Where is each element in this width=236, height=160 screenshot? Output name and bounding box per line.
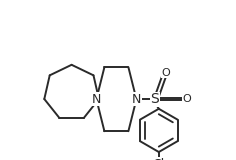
Text: S: S: [150, 92, 159, 106]
Text: N: N: [132, 93, 141, 106]
Text: N: N: [92, 93, 101, 106]
Text: Cl: Cl: [153, 157, 165, 160]
Text: O: O: [182, 94, 191, 104]
Text: O: O: [162, 68, 170, 78]
